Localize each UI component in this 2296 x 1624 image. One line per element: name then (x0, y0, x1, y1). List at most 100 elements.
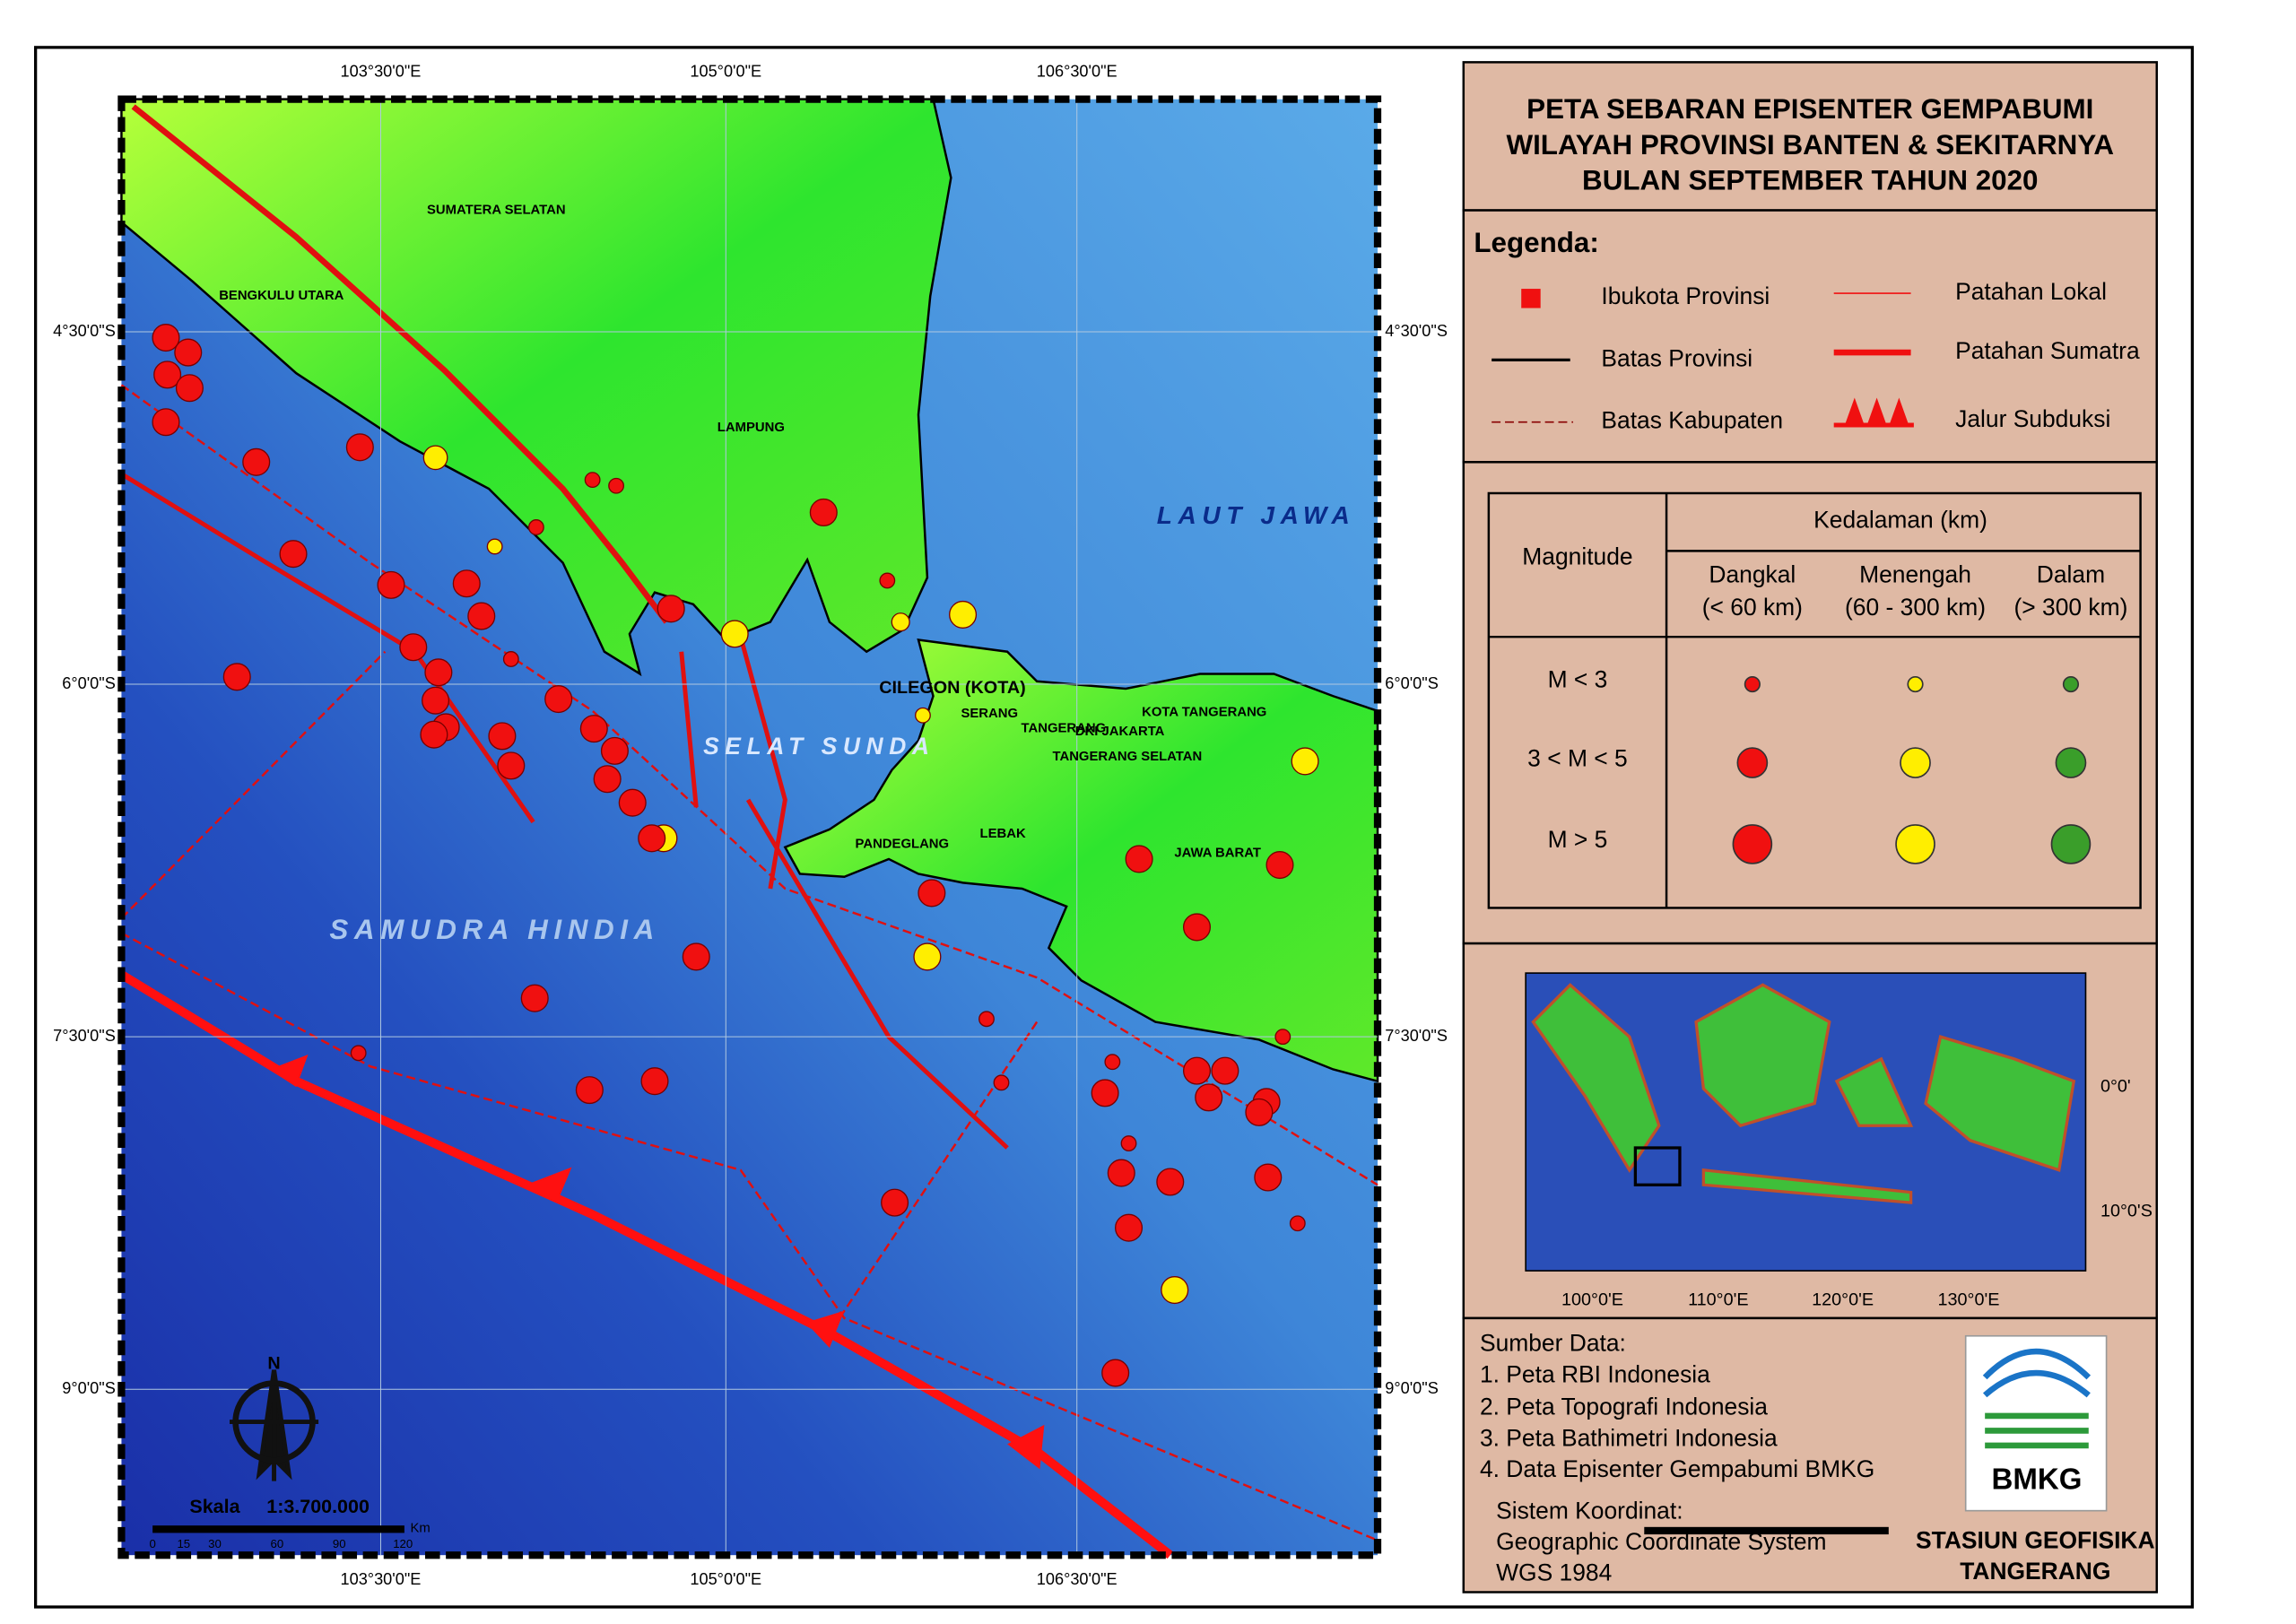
epicenter (891, 612, 910, 632)
map-title: WILAYAH PROVINSI BANTEN & SEKITARNYA (1506, 129, 2114, 161)
epicenter (377, 570, 405, 599)
table-header: Magnitude (1522, 543, 1632, 570)
legend-epicenter (2050, 824, 2092, 864)
legend-label: Patahan Sumatra (1955, 337, 2140, 364)
epicenter (1245, 1098, 1274, 1126)
epicenter (1195, 1083, 1223, 1112)
table-row-label: M < 3 (1548, 666, 1608, 693)
inset-lon-label: 100°0'E (1561, 1290, 1623, 1309)
epicenter (720, 620, 749, 648)
lon-label: 106°30'0"E (1037, 63, 1118, 81)
legend-label: Batas Kabupaten (1601, 407, 1783, 434)
place-label: DKI JAKARTA (1075, 725, 1165, 739)
lat-label: 4°30'0"S (53, 322, 116, 340)
map-title: PETA SEBARAN EPISENTER GEMPABUMI (1526, 93, 2093, 125)
crs-heading: Sistem Koordinat: (1496, 1497, 1683, 1524)
place-label: LEBAK (980, 827, 1026, 841)
epicenter (640, 1067, 669, 1096)
place-label: LAUT JAWA (1157, 501, 1356, 529)
epicenter (467, 602, 496, 630)
epicenter (584, 472, 601, 489)
scale-bar (152, 1525, 404, 1533)
legend-epicenter (1744, 675, 1761, 693)
inset-lon-label: 110°0'E (1688, 1290, 1748, 1309)
epicenter (949, 600, 978, 629)
table-row-label: M > 5 (1548, 826, 1608, 853)
agency-name: TANGERANG (1960, 1558, 2110, 1585)
bmkg-logo (1964, 1334, 2108, 1512)
epicenter (1291, 747, 1319, 776)
legend-epicenter (2055, 747, 2087, 778)
source-item: 2. Peta Topografi Indonesia (1480, 1394, 1768, 1420)
epicenter (279, 540, 308, 569)
epicenter (1289, 1215, 1306, 1232)
epicenter (420, 720, 448, 749)
source-item: 1. Peta RBI Indonesia (1480, 1360, 1710, 1387)
legend-label: Patahan Lokal (1955, 278, 2107, 305)
inset-lon-label: 130°0'E (1938, 1290, 2000, 1309)
epicenter (1182, 913, 1212, 942)
scale-value: 1:3.700.000 (266, 1496, 370, 1517)
legend-epicenter (1907, 675, 1924, 693)
epicenter (600, 736, 629, 765)
lat-label: 7°30'0"S (53, 1027, 116, 1045)
epicenter (1107, 1159, 1135, 1187)
epicenter (544, 685, 573, 714)
epicenter (1161, 1276, 1189, 1305)
epicenter (452, 569, 481, 598)
legend-epicenter (1732, 824, 1773, 864)
epicenter (399, 633, 428, 662)
epicenter (618, 788, 647, 817)
legend-heading: Legenda: (1474, 227, 1598, 258)
epicenter (502, 651, 519, 667)
scale-tick-label: 60 (271, 1537, 284, 1550)
place-label: SELAT SUNDA (703, 733, 935, 760)
north-arrow-ring (232, 1380, 316, 1463)
sheet-border (33, 46, 2195, 1609)
lat-label: 9°0'0"S (62, 1379, 116, 1397)
epicenter (993, 1074, 1010, 1091)
depth-table-grid (1487, 491, 2142, 909)
legend-epicenter (1736, 747, 1769, 778)
logo-arcs (1982, 1348, 2092, 1449)
crs-text: WGS 1984 (1496, 1559, 1612, 1586)
epicenter (152, 324, 180, 352)
scale-unit: Km (410, 1521, 430, 1535)
map-frame (117, 95, 1382, 1559)
epicenter (575, 1076, 604, 1105)
lon-label: 103°30'0"E (341, 63, 422, 81)
legend-label: Jalur Subduksi (1955, 405, 2110, 432)
epicenter (350, 1045, 367, 1062)
epicenter (1156, 1168, 1185, 1196)
epicenter (1265, 851, 1294, 880)
lat-label: 7°30'0"S (1385, 1027, 1448, 1045)
epicenter (345, 433, 374, 462)
epicenter (1254, 1163, 1283, 1192)
epicenter (978, 1011, 995, 1028)
lat-label: 4°30'0"S (1385, 322, 1448, 340)
epicenter (153, 360, 182, 389)
epicenter (879, 572, 896, 589)
epicenter (913, 942, 942, 971)
crs-text: Geographic Coordinate System (1496, 1528, 1826, 1555)
place-label: TANGERANG (1022, 722, 1107, 736)
scale-tick-label: 90 (333, 1537, 346, 1550)
legend-label: Ibukota Provinsi (1601, 282, 1770, 309)
epicenter (174, 338, 203, 367)
lon-label: 105°0'0"E (690, 1570, 761, 1588)
table-header: Kedalaman (km) (1813, 506, 1987, 533)
lon-label: 105°0'0"E (690, 63, 761, 81)
epicenter (638, 824, 666, 853)
epicenter (422, 445, 448, 471)
epicenter (175, 374, 204, 403)
source-item: 3. Peta Bathimetri Indonesia (1480, 1424, 1778, 1451)
epicenter (1211, 1056, 1239, 1085)
epicenter (497, 751, 526, 780)
epicenter (152, 408, 180, 437)
table-header: (> 300 km) (2013, 594, 2127, 621)
epicenter (1274, 1029, 1292, 1046)
epicenter (1104, 1054, 1121, 1071)
epicenter (1091, 1079, 1119, 1107)
epicenter (527, 519, 544, 535)
